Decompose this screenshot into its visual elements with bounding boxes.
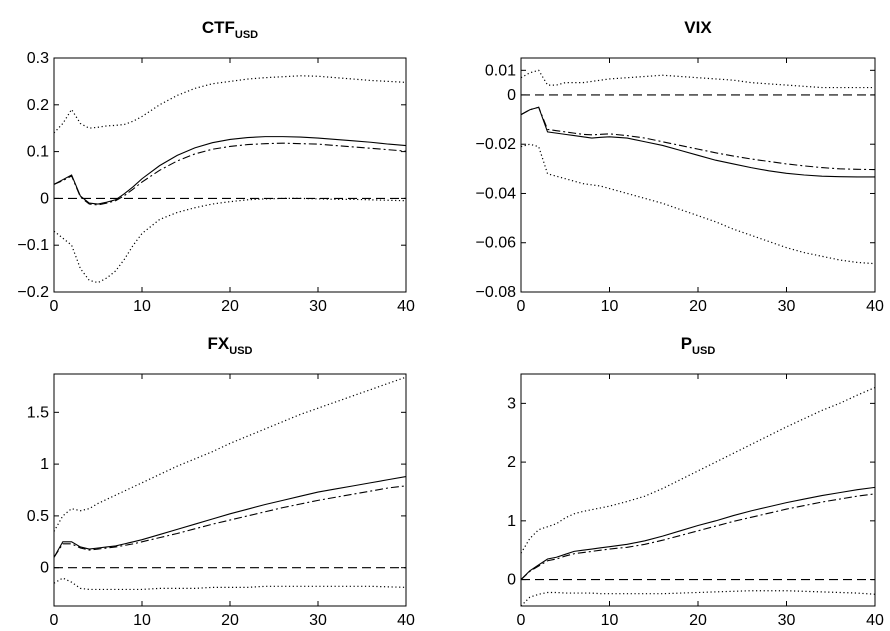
y-tick-label: −0.2 xyxy=(17,284,49,301)
axes-frame xyxy=(520,57,876,293)
y-tick-label: −0.1 xyxy=(17,237,49,254)
series-line-dotted-2 xyxy=(521,69,875,89)
series-line-dashdot-1 xyxy=(521,493,875,580)
y-tick-label: 0 xyxy=(40,190,49,207)
panel-fx-usd: 0 10 20 30 40 0 0.5 1 1.5 FXUSD xyxy=(27,334,415,629)
panel-title-subscript: USD xyxy=(692,345,715,357)
y-tick-label: 0 xyxy=(507,87,516,104)
x-tick-label: 40 xyxy=(866,612,884,629)
series-line-dotted-2 xyxy=(54,376,406,532)
panel-title-subscript: USD xyxy=(235,29,258,41)
panel-title-subscript: USD xyxy=(229,345,252,357)
x-tick-label: 40 xyxy=(397,298,415,315)
axes-frame xyxy=(520,373,876,607)
x-tick-label: 40 xyxy=(866,298,884,315)
axes-frame xyxy=(53,57,407,293)
y-tick-label: 0.1 xyxy=(27,144,49,161)
panel-title: FXUSD xyxy=(208,334,253,357)
x-tick-label: 20 xyxy=(689,612,707,629)
series-line-dotted-2 xyxy=(54,75,406,134)
y-tick-label: 0 xyxy=(40,560,49,577)
series-line-dashdot-1 xyxy=(521,106,875,171)
y-tick-label: 0 xyxy=(507,572,516,589)
x-tick-label: 10 xyxy=(601,612,619,629)
y-tick-label: −0.06 xyxy=(476,235,517,252)
x-tick-label: 20 xyxy=(221,298,239,315)
panel-p-usd: 0 10 20 30 40 0 1 2 3 PUSD xyxy=(507,334,884,629)
series-line-dotted-3 xyxy=(54,197,406,284)
y-tick-label: 1 xyxy=(40,456,49,473)
series-line-dashdot-1 xyxy=(54,485,406,558)
x-tick-label: 40 xyxy=(397,612,415,629)
x-tick-label: 30 xyxy=(309,298,327,315)
panel-title-main: FX xyxy=(208,334,230,353)
x-tick-label: 20 xyxy=(221,612,239,629)
y-tick-label: 1 xyxy=(507,513,516,530)
y-tick-label: 1.5 xyxy=(27,404,49,421)
panel-title-main: CTF xyxy=(202,18,235,37)
series-line-solid-0 xyxy=(54,475,406,558)
panel-title-main: VIX xyxy=(684,18,712,37)
x-tick-label: 30 xyxy=(778,298,796,315)
x-tick-label: 0 xyxy=(50,612,59,629)
series-line-dashdot-1 xyxy=(54,142,406,206)
axes-frame xyxy=(53,373,407,607)
x-tick-label: 10 xyxy=(133,298,151,315)
x-tick-label: 10 xyxy=(133,612,151,629)
x-tick-label: 10 xyxy=(601,298,619,315)
panel-title-main: P xyxy=(681,334,692,353)
y-tick-label: 0.2 xyxy=(27,97,49,114)
y-tick-label: −0.04 xyxy=(476,185,517,202)
y-tick-label: −0.08 xyxy=(476,284,517,301)
y-tick-label: 0.5 xyxy=(27,508,49,525)
x-tick-label: 30 xyxy=(778,612,796,629)
x-tick-label: 20 xyxy=(689,298,707,315)
series-line-solid-0 xyxy=(54,136,406,205)
series-line-dotted-3 xyxy=(521,590,875,606)
panel-vix: 0 10 20 30 40 −0.08 −0.06 −0.04 −0.02 0 0.01 VIX xyxy=(476,18,884,315)
x-tick-label: 0 xyxy=(517,612,526,629)
x-tick-label: 30 xyxy=(309,612,327,629)
y-tick-label: 2 xyxy=(507,454,516,471)
x-tick-label: 0 xyxy=(517,298,526,315)
y-tick-label: 3 xyxy=(507,395,516,412)
panel-title: VIX xyxy=(684,18,712,37)
x-tick-label: 0 xyxy=(50,298,59,315)
series-line-solid-0 xyxy=(521,106,875,178)
y-tick-label: 0.3 xyxy=(27,50,49,67)
panel-ctf-usd: 0 10 20 30 40 −0.2 −0.1 0 0.1 0.2 0.3 CTFUSD xyxy=(17,18,415,315)
series-line-dotted-3 xyxy=(521,143,875,265)
series-line-solid-0 xyxy=(521,486,875,580)
panel-title: PUSD xyxy=(681,334,716,357)
series-line-dotted-3 xyxy=(54,577,406,591)
panel-title: CTFUSD xyxy=(202,18,258,41)
y-tick-label: 0.01 xyxy=(485,62,516,79)
y-tick-label: −0.02 xyxy=(476,136,517,153)
series-line-dotted-2 xyxy=(521,386,875,554)
